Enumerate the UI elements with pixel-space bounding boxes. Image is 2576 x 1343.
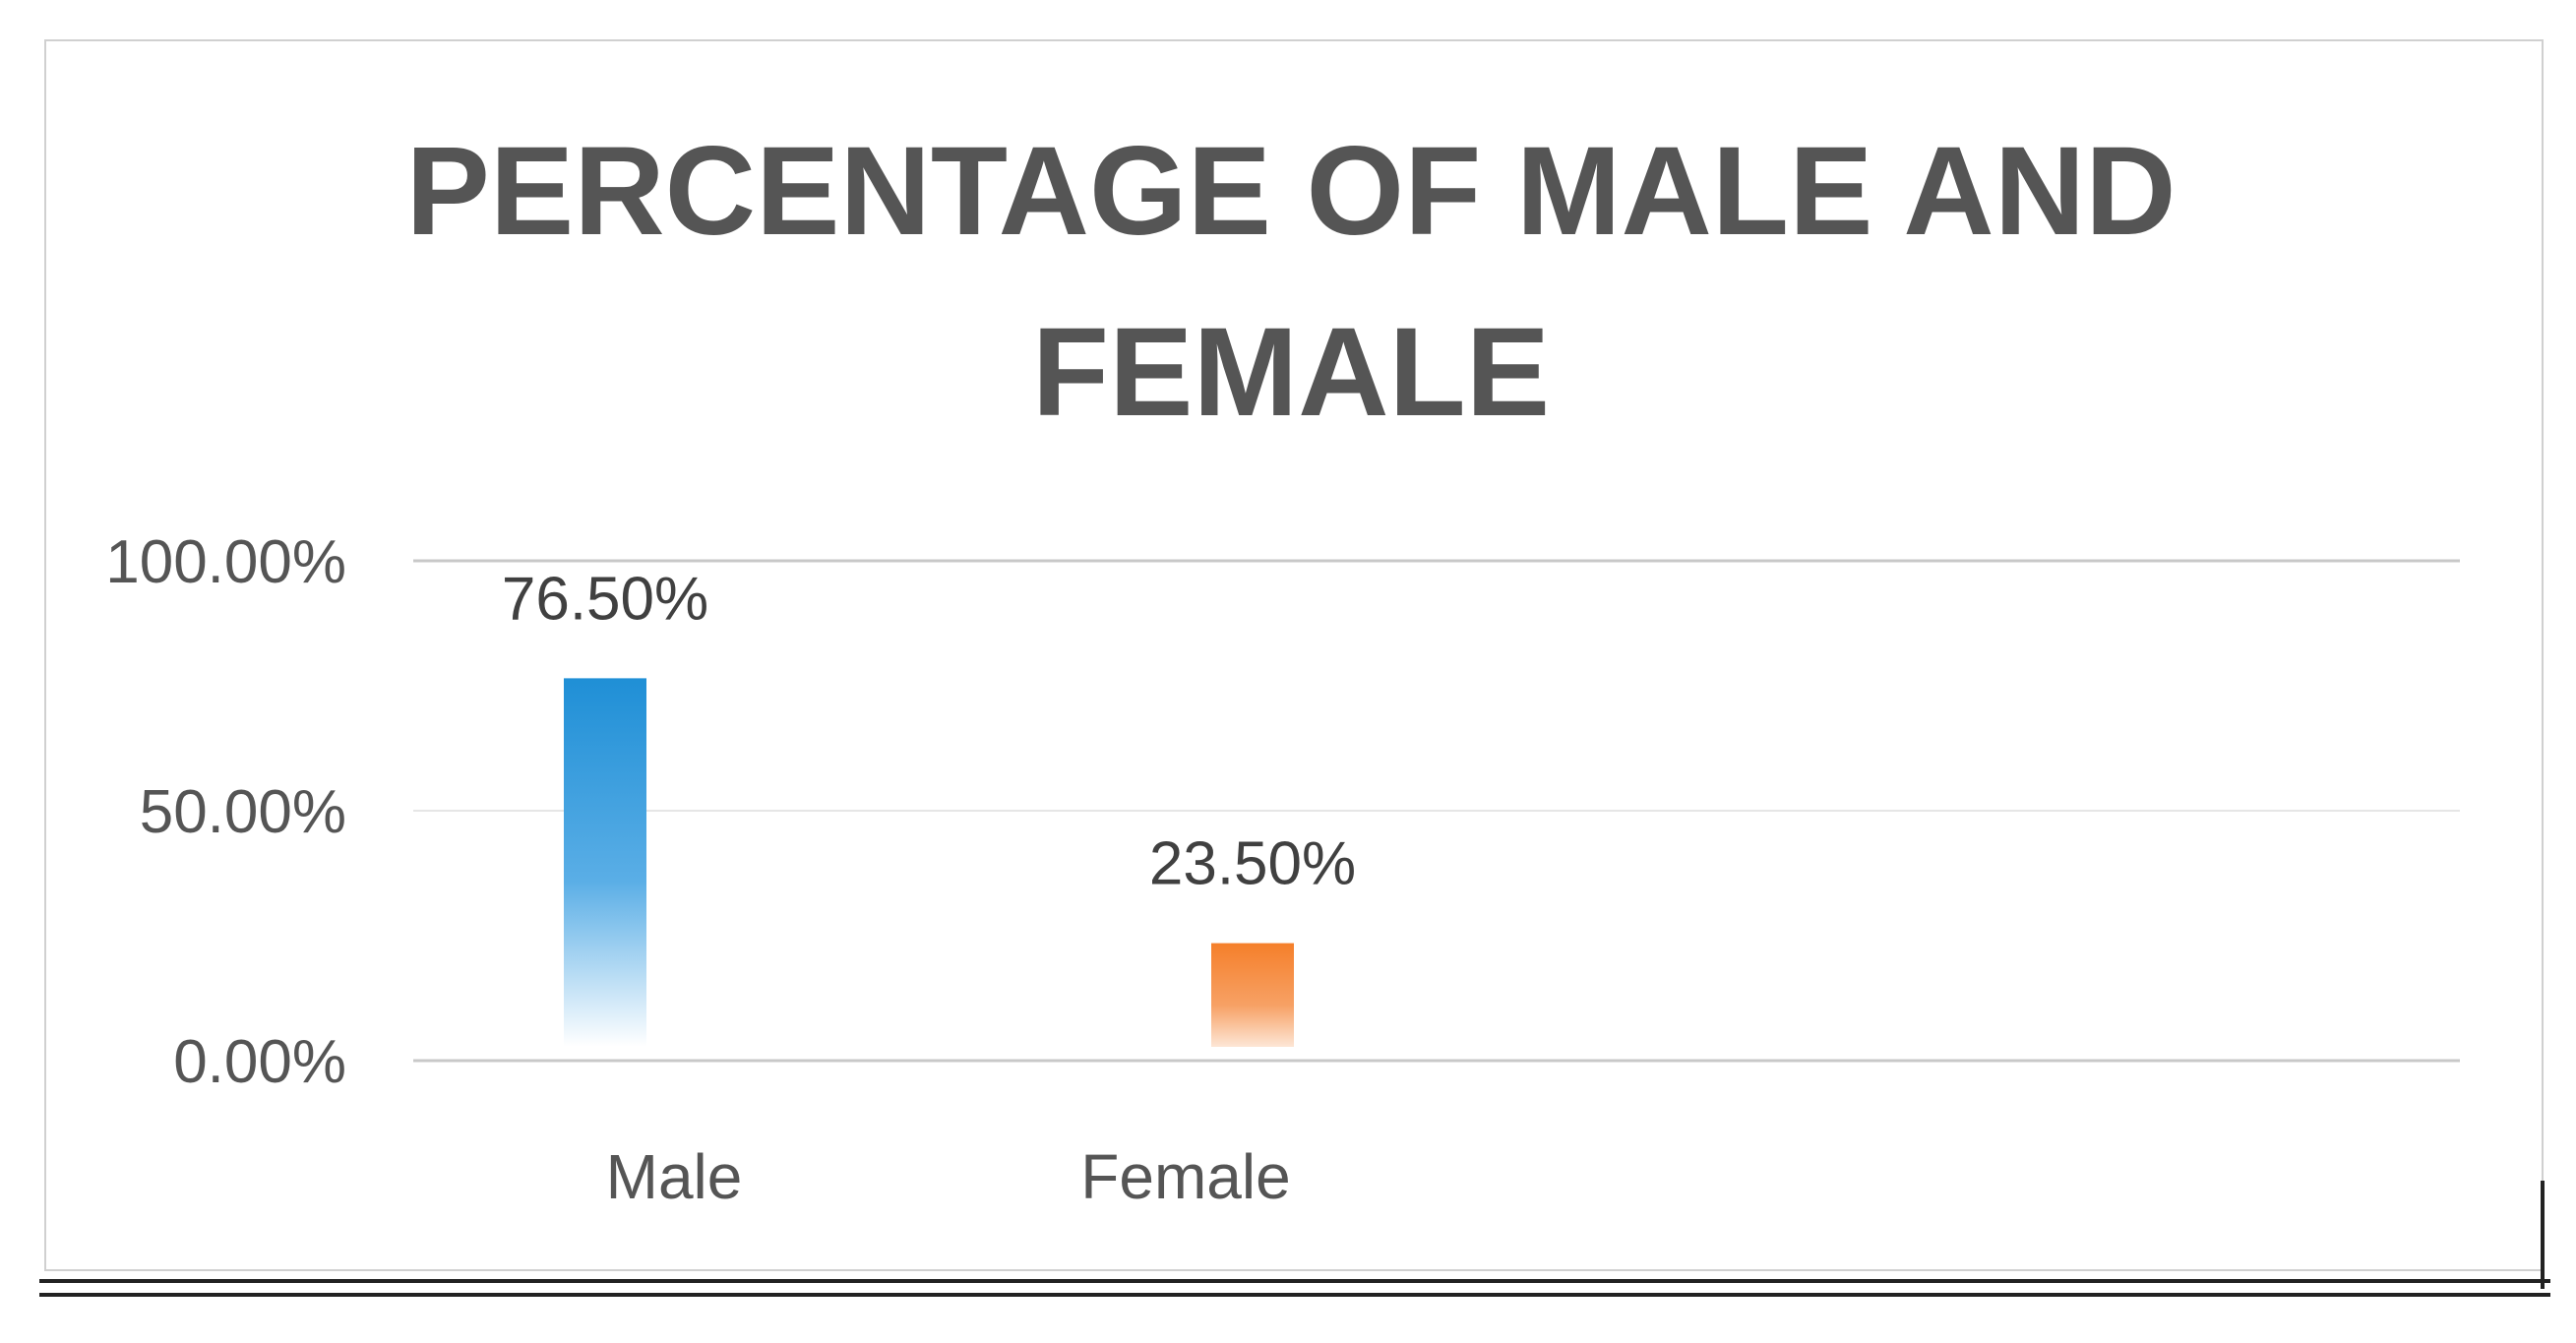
data-label: 23.50% (1149, 830, 1356, 898)
category-label: Male (606, 1141, 743, 1212)
chart-title-line-1: PERCENTAGE OF MALE AND (405, 121, 2176, 262)
bars (564, 678, 1294, 1047)
y-axis-tick-labels: 0.00% 50.00% 100.00% (105, 528, 346, 1096)
category-label: Female (1080, 1141, 1290, 1212)
chart-frame (44, 39, 2544, 1271)
frame-corner-edge (2541, 1181, 2545, 1289)
y-tick-label: 100.00% (105, 528, 346, 596)
x-axis-category-labels: Male Female (606, 1141, 1291, 1212)
y-tick-label: 0.00% (173, 1028, 346, 1096)
bar-male (564, 678, 646, 1047)
data-label: 76.50% (502, 565, 708, 633)
gridlines (413, 559, 2460, 1063)
bar-female (1211, 943, 1294, 1047)
bottom-rule-lower (39, 1293, 2550, 1297)
data-labels: 76.50% 23.50% (502, 565, 1356, 897)
bottom-rule-upper (39, 1279, 2550, 1283)
y-tick-label: 50.00% (140, 778, 346, 846)
chart-title-line-2: FEMALE (1032, 302, 1550, 443)
